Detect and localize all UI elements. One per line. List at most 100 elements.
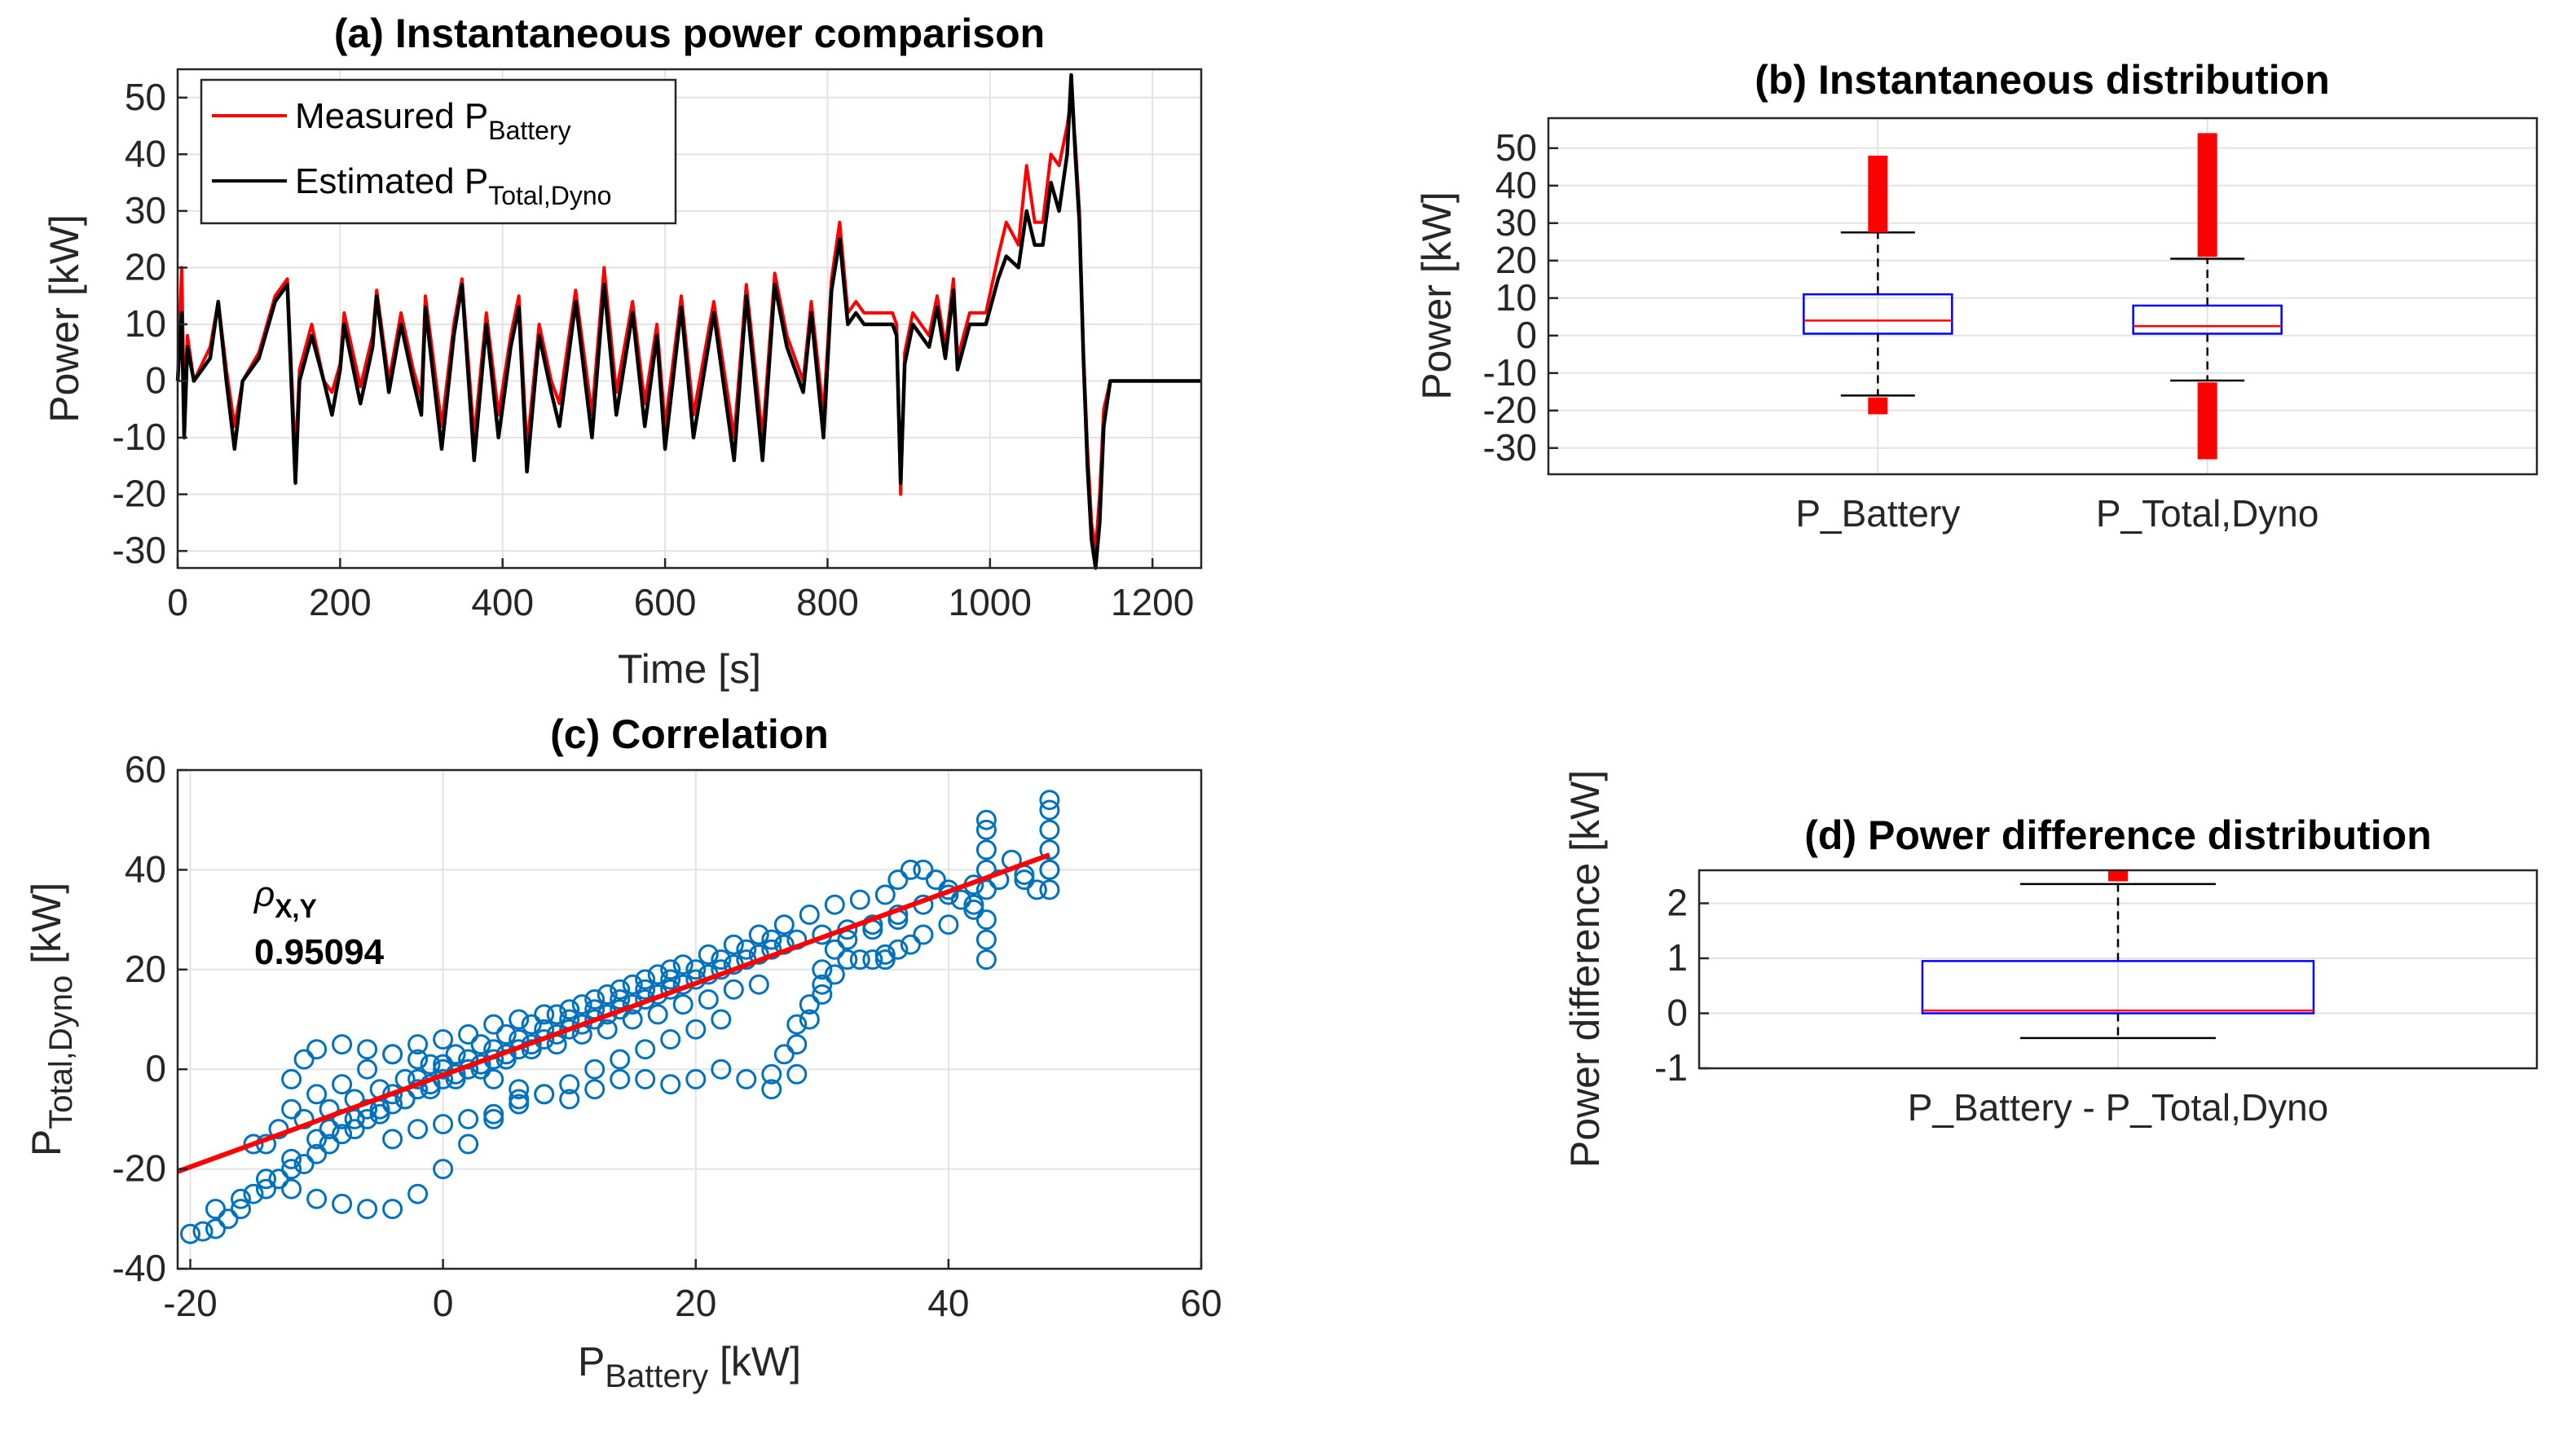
- scatter-point: [293, 1049, 315, 1070]
- scatter-point: [761, 1063, 782, 1085]
- panel-a-ticks: -30 -20 -10 0 10 20 30 40 50 0 200 400 600 800 1000 120…: [112, 76, 1195, 623]
- scatter-point: [509, 1009, 530, 1030]
- panel-c-xlabel-main: P: [578, 1339, 605, 1384]
- scatter-point: [231, 1188, 251, 1209]
- scatter-point: [344, 1108, 365, 1129]
- panel-d-boxes: [1921, 870, 2315, 1040]
- scatter-point: [382, 1044, 403, 1065]
- scatter-point: [698, 944, 719, 965]
- scatter-point: [407, 1049, 429, 1070]
- scatter-point: [584, 1059, 605, 1080]
- scatter-point: [622, 1009, 643, 1030]
- panel-b-frame: [1547, 117, 2539, 476]
- scatter-point: [268, 1169, 289, 1190]
- scatter-point: [597, 1019, 618, 1040]
- scatter-point: [786, 1034, 808, 1055]
- ytick-label: 10: [1495, 276, 1537, 319]
- scatter-point: [306, 1143, 328, 1164]
- scatter-point: [407, 1034, 429, 1055]
- scatter-point: [849, 949, 870, 971]
- scatter-point: [711, 949, 732, 971]
- panel-a-legend: Measured PBattery Estimated PTotal,Dyno: [200, 78, 677, 225]
- scatter-point: [824, 939, 845, 960]
- ytick-label: 0: [1667, 992, 1688, 1034]
- scatter-point: [357, 1059, 378, 1080]
- ytick-label: 30: [125, 189, 166, 231]
- ytick-label: 40: [125, 132, 166, 174]
- scatter-point: [610, 1049, 631, 1070]
- panel-c-points: [180, 790, 1060, 1244]
- scatter-point: [534, 1084, 555, 1105]
- scatter-point: [306, 1084, 328, 1105]
- correlation-value: 0.95094: [254, 932, 385, 972]
- scatter-point: [559, 1074, 580, 1095]
- xtick-label: 0: [433, 1282, 454, 1324]
- scatter-point: [281, 1159, 302, 1180]
- scatter-point: [534, 1004, 555, 1025]
- outliers-high: [2108, 870, 2128, 882]
- scatter-point: [1039, 799, 1060, 821]
- scatter-point: [672, 954, 694, 975]
- fit-line: [176, 852, 1050, 1174]
- scatter-point: [546, 1023, 567, 1045]
- scatter-point: [975, 809, 997, 830]
- legend-measured-text: Measured P: [295, 96, 488, 136]
- scatter-point: [748, 924, 769, 945]
- ytick-label: 30: [1495, 201, 1537, 244]
- ytick-label: -20: [1483, 389, 1537, 431]
- scatter-point: [786, 1014, 808, 1035]
- scatter-point: [218, 1208, 239, 1230]
- panel-a-frame: [176, 68, 1203, 570]
- ytick-label: 0: [1516, 314, 1537, 356]
- scatter-point: [874, 949, 896, 971]
- scatter-point: [192, 1221, 214, 1242]
- scatter-point: [837, 949, 858, 971]
- ytick-label: 1: [1667, 936, 1688, 979]
- scatter-point: [622, 974, 643, 995]
- scatter-point: [635, 969, 656, 990]
- scatter-point: [799, 905, 820, 925]
- panel-c-fit: [176, 852, 1050, 1174]
- scatter-point: [610, 1068, 631, 1089]
- ytick-label: -10: [1483, 351, 1537, 394]
- ytick-label: -30: [112, 529, 166, 571]
- xtick-label: 1200: [1111, 581, 1194, 623]
- panel-c-title: (c) Correlation: [550, 711, 829, 757]
- xtick-label: 0: [167, 581, 188, 623]
- legend-measured-sub: Battery: [488, 116, 570, 145]
- scatter-point: [306, 1129, 328, 1150]
- category-label: P_Total,Dyno: [2096, 492, 2319, 535]
- ytick-label: 60: [125, 748, 166, 790]
- ytick-label: 50: [125, 76, 166, 118]
- scatter-point: [748, 974, 769, 995]
- panel-c-ylabel: PTotal,Dyno [kW]: [24, 883, 79, 1156]
- scatter-point: [635, 1068, 656, 1089]
- scatter-point: [711, 1059, 732, 1080]
- scatter-point: [660, 969, 681, 990]
- scatter-point: [306, 1039, 328, 1060]
- scatter-point: [975, 929, 997, 950]
- scatter-point: [723, 934, 744, 955]
- scatter-point: [332, 1124, 353, 1145]
- scatter-point: [293, 1154, 315, 1174]
- scatter-point: [761, 1079, 782, 1100]
- scatter-point: [458, 1133, 479, 1155]
- scatter-point: [559, 999, 580, 1020]
- scatter-point: [799, 1009, 820, 1030]
- scatter-point: [483, 1014, 504, 1035]
- ytick-label: -30: [1483, 426, 1537, 469]
- scatter-point: [711, 1009, 732, 1030]
- scatter-point: [407, 1183, 429, 1204]
- ytick-label: 20: [1495, 239, 1537, 281]
- outliers-low: [1868, 397, 1888, 415]
- scatter-point: [1039, 790, 1060, 811]
- scatter-point: [495, 1023, 517, 1045]
- rho-symbol: ρ: [253, 874, 275, 914]
- scatter-point: [610, 979, 631, 1000]
- scatter-point: [660, 1074, 681, 1095]
- legend-estimated-label: Estimated PTotal,Dyno: [295, 161, 611, 210]
- scatter-point: [761, 939, 782, 960]
